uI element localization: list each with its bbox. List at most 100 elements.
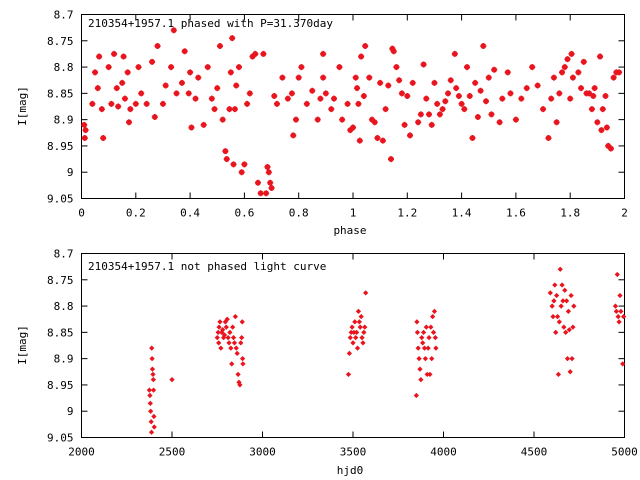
- phased-data-point: [121, 95, 128, 102]
- phased-data-point: [534, 82, 541, 89]
- raw-data-point: [430, 313, 436, 320]
- phased-light-curve-panel: 8.7 8.75 8.8 8.85 8.9 8.95 9 9.05 0 0.2 0.4 0.6 0.8…: [16, 9, 628, 238]
- phased-data-point: [108, 100, 115, 107]
- raw-y-tick-label: 9.05: [47, 432, 74, 445]
- phased-data-point: [350, 124, 356, 131]
- phased-data-point: [466, 92, 473, 99]
- phased-data-point: [200, 121, 207, 128]
- raw-data-point: [615, 313, 621, 320]
- raw-data-point: [612, 303, 619, 309]
- raw-y-tick-label: 8.95: [47, 379, 74, 392]
- raw-data-point: [620, 313, 627, 320]
- phased-data-point: [265, 169, 272, 176]
- phased-x-tick-label: 1.8: [560, 207, 580, 220]
- phased-data-point: [295, 74, 302, 81]
- raw-data-point: [216, 324, 222, 330]
- raw-data-point: [150, 377, 156, 383]
- phased-x-tick-labels: 0 0.2 0.4 0.6 0.8 1 1.2 1.4 1.6 1.8 2: [78, 207, 628, 220]
- phased-data-point: [314, 116, 321, 123]
- phased-y-tick-label: 8.75: [47, 35, 74, 48]
- phased-data-point: [401, 121, 408, 128]
- phased-data-point: [434, 100, 441, 107]
- raw-data-point: [231, 340, 238, 346]
- phased-data-point: [273, 100, 280, 107]
- phased-data-point: [229, 35, 236, 42]
- phased-data-point: [115, 103, 122, 110]
- raw-data-point: [227, 329, 233, 335]
- raw-data-point: [221, 332, 228, 338]
- phased-data-point: [550, 74, 557, 81]
- phased-data-point: [92, 69, 99, 76]
- raw-data-point: [561, 324, 567, 330]
- phased-data-point: [138, 90, 145, 97]
- phased-y-tick-label: 8.85: [47, 87, 74, 100]
- raw-data-point: [359, 334, 365, 341]
- raw-data-point: [352, 319, 358, 325]
- raw-data-point: [568, 292, 574, 299]
- phased-data-point: [477, 87, 484, 94]
- phased-data-point: [540, 106, 547, 113]
- phased-data-point: [445, 90, 452, 97]
- phased-data-point: [597, 53, 604, 60]
- phased-data-point: [81, 121, 88, 128]
- raw-data-point: [620, 361, 626, 367]
- raw-data-point: [214, 334, 220, 341]
- raw-data-point: [613, 308, 619, 314]
- phased-data-point: [379, 137, 386, 144]
- phased-data-point: [208, 95, 215, 102]
- raw-data-point: [419, 334, 425, 341]
- phased-data-point: [567, 95, 574, 102]
- raw-data-point: [556, 319, 562, 325]
- phased-data-point: [170, 27, 177, 34]
- phased-data-point: [499, 95, 506, 102]
- phased-data-point: [249, 53, 256, 60]
- phased-data-point: [290, 132, 297, 139]
- raw-data-point: [355, 308, 362, 314]
- phased-data-point: [288, 90, 295, 97]
- phased-data-point: [235, 64, 242, 71]
- raw-data-point: [353, 334, 359, 341]
- phased-data-point: [469, 135, 476, 142]
- phased-data-point: [374, 135, 381, 142]
- phased-data-point: [187, 69, 194, 76]
- phased-data-point: [388, 156, 395, 163]
- phased-data-point: [447, 77, 454, 84]
- raw-y-tick-label: 8.7: [54, 248, 74, 261]
- raw-data-points: [146, 266, 627, 435]
- raw-x-tick-label: 2000: [68, 446, 95, 459]
- phased-data-point: [451, 50, 458, 57]
- phased-data-point: [561, 64, 568, 71]
- phased-data-point: [120, 53, 127, 60]
- raw-data-point: [430, 329, 437, 335]
- raw-data-point: [349, 324, 355, 330]
- phased-data-point: [279, 74, 286, 81]
- raw-data-point: [428, 324, 434, 330]
- phased-y-tick-label: 8.7: [54, 9, 74, 22]
- phased-data-point: [545, 135, 552, 142]
- phased-y-axis-label: I[mag]: [16, 86, 29, 126]
- raw-data-point: [413, 392, 419, 399]
- phased-data-point: [263, 190, 270, 197]
- phased-data-point: [385, 82, 392, 89]
- phased-data-point: [271, 92, 278, 99]
- raw-data-point: [416, 356, 422, 362]
- raw-y-tick-label: 8.75: [47, 274, 74, 287]
- raw-plot-frame: [81, 253, 625, 438]
- phased-data-point: [244, 100, 251, 107]
- phased-data-point: [548, 95, 555, 102]
- raw-data-point: [549, 303, 555, 309]
- phased-data-point: [339, 116, 346, 123]
- phased-data-point: [453, 85, 460, 92]
- raw-data-point: [420, 340, 426, 346]
- phased-data-point: [605, 142, 612, 149]
- raw-data-point: [361, 329, 367, 335]
- phased-x-tick-label: 1.6: [506, 207, 526, 220]
- raw-data-point: [230, 334, 237, 341]
- raw-x-tick-label: 4000: [430, 446, 457, 459]
- phased-x-tick-label: 0.6: [234, 207, 254, 220]
- phased-data-point: [347, 127, 354, 134]
- raw-data-point: [215, 329, 221, 335]
- raw-data-point: [433, 345, 439, 351]
- phased-data-point: [185, 90, 192, 97]
